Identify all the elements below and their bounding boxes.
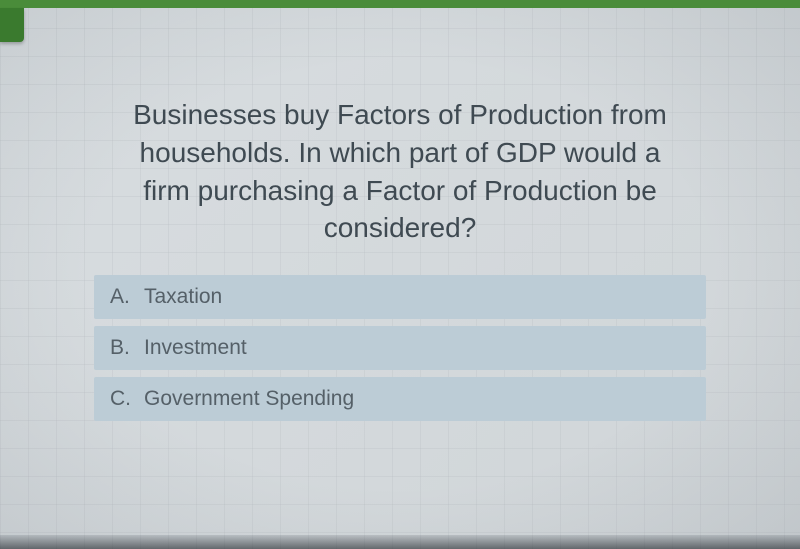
- option-b[interactable]: B. Investment: [94, 326, 706, 370]
- option-text: Investment: [144, 336, 247, 360]
- corner-tab[interactable]: [0, 8, 24, 42]
- question-text: Businesses buy Factors of Production fro…: [94, 96, 706, 247]
- option-text: Taxation: [144, 285, 222, 309]
- option-letter: A.: [110, 285, 134, 309]
- quiz-content: Businesses buy Factors of Production fro…: [0, 0, 800, 421]
- option-a[interactable]: A. Taxation: [94, 275, 706, 319]
- option-c[interactable]: C. Government Spending: [94, 377, 706, 421]
- top-bar: [0, 0, 800, 8]
- options-list: A. Taxation B. Investment C. Government …: [94, 275, 706, 421]
- bottom-shadow: [0, 535, 800, 549]
- option-letter: C.: [110, 387, 134, 411]
- option-letter: B.: [110, 336, 134, 360]
- option-text: Government Spending: [144, 387, 354, 411]
